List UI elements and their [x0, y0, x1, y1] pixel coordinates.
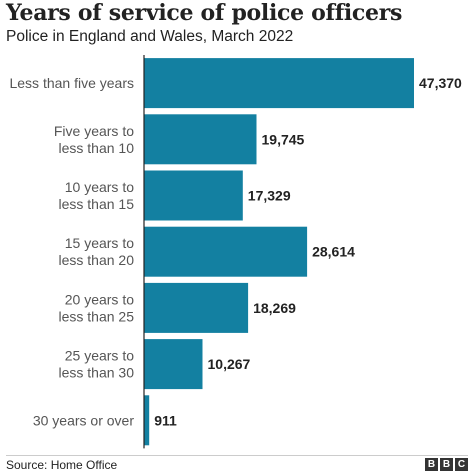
source-note: Source: Home Office	[6, 458, 118, 472]
category-label: 10 years to	[65, 179, 134, 195]
bar	[144, 58, 414, 109]
value-label: 18,269	[253, 300, 296, 316]
category-label: Five years to	[54, 123, 134, 139]
bar	[144, 282, 249, 333]
category-label: less than 30	[59, 365, 135, 381]
category-label: less than 15	[59, 196, 135, 212]
bbc-logo: B B C	[425, 458, 468, 471]
category-label: less than 25	[59, 308, 135, 324]
category-label: Less than five years	[9, 75, 134, 91]
category-label: 30 years or over	[33, 412, 134, 428]
bar	[144, 339, 203, 390]
value-label: 28,614	[312, 244, 355, 260]
logo-letter: C	[455, 458, 468, 471]
value-label: 19,745	[262, 131, 305, 147]
footer-divider	[6, 455, 468, 456]
category-label: 15 years to	[65, 235, 134, 251]
category-label: 25 years to	[65, 348, 134, 364]
category-label: less than 10	[59, 140, 135, 156]
category-label: 20 years to	[65, 291, 134, 307]
chart-subtitle: Police in England and Wales, March 2022	[6, 28, 294, 45]
logo-letter: B	[425, 458, 438, 471]
bar	[144, 226, 308, 277]
value-label: 911	[154, 412, 177, 428]
logo-letter: B	[440, 458, 453, 471]
chart-title: Years of service of police officers	[6, 0, 403, 26]
category-label: less than 20	[59, 252, 135, 268]
value-label: 10,267	[208, 356, 251, 372]
bar	[144, 170, 243, 221]
value-label: 17,329	[248, 188, 291, 204]
bar	[144, 114, 257, 165]
value-label: 47,370	[419, 75, 462, 91]
bar	[144, 395, 150, 446]
